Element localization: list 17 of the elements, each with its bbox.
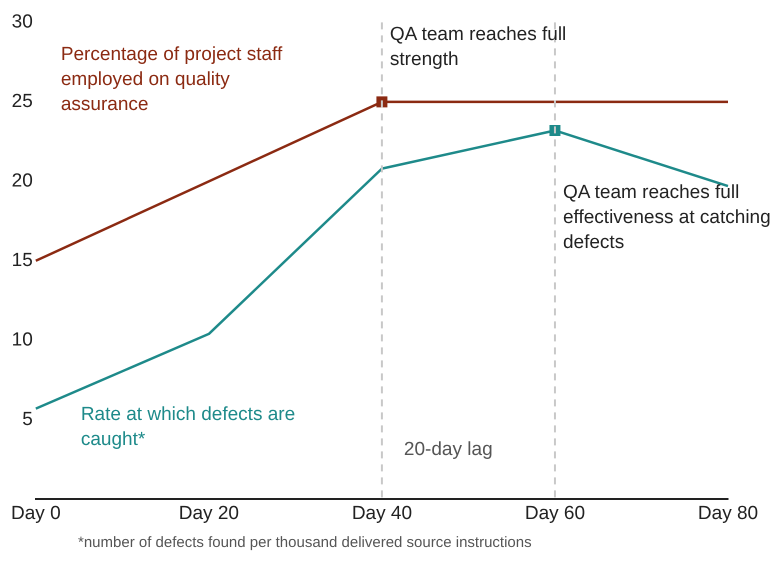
annotation: QA team reaches full effectiveness at catching defects (562, 181, 772, 256)
x-tick-label: Day 0 (10, 502, 61, 524)
x-tick-label: Day 40 (352, 502, 412, 524)
y-tick-label: 20 (12, 170, 33, 192)
annotation: 20-day lag (404, 438, 493, 462)
y-tick-label: 5 (22, 408, 33, 430)
y-tick-label: 15 (12, 250, 33, 272)
x-tick-label: Day 20 (178, 502, 239, 524)
series-label: Percentage of project staff employed on quality assurance (60, 43, 284, 118)
x-tick-label: Day 60 (524, 502, 586, 524)
series-label: Rate at which defects are caught* (80, 403, 296, 452)
y-tick-label: 10 (12, 330, 33, 350)
x-tick-label: Day 80 (698, 502, 758, 524)
y-tick-label: 25 (12, 91, 33, 112)
annotation: QA team reaches full strength (390, 23, 568, 72)
text: *number of defects found per thousand delivered source instructions (78, 534, 533, 551)
y-tick-label: 30 (12, 12, 33, 33)
